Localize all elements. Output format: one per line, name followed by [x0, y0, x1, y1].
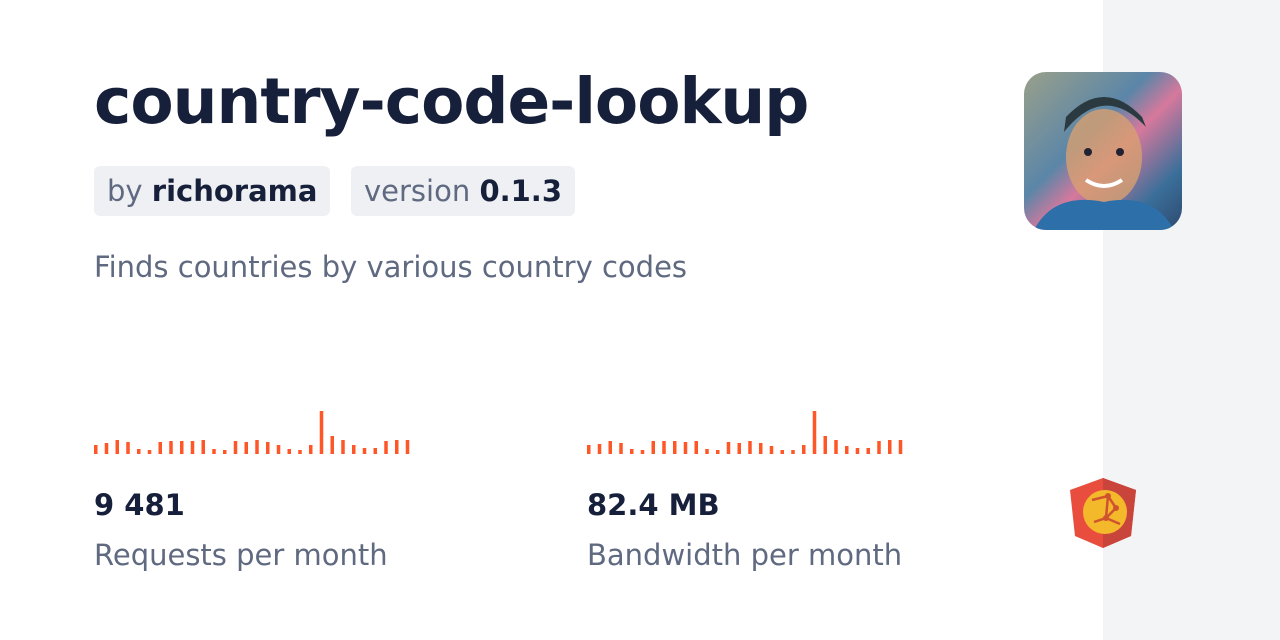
sparkline-bar	[104, 443, 109, 454]
sparkline-bar	[726, 442, 731, 454]
sparkline-bar	[640, 450, 645, 454]
sparkline-bar	[619, 443, 623, 454]
sparkline-bar	[866, 448, 870, 454]
sparkline-bar	[845, 446, 849, 454]
sparkline-bar	[395, 440, 399, 454]
sparkline-bar	[126, 442, 130, 454]
avatar-face-icon	[1034, 97, 1174, 230]
sparkline-bar	[223, 450, 227, 454]
requests-value: 9 481	[94, 488, 185, 522]
author-prefix: by	[107, 174, 143, 208]
bandwidth-value: 82.4 MB	[587, 488, 720, 522]
sparkline-bar	[683, 442, 688, 454]
sparkline-bar	[780, 450, 784, 454]
sparkline-bar	[651, 441, 655, 454]
sparkline-bar	[673, 441, 677, 454]
sparkline-bar	[147, 450, 152, 454]
sparkline-bar	[233, 441, 238, 454]
sparkline-bar	[190, 441, 195, 454]
author-avatar	[1024, 72, 1182, 230]
sparkline-bar	[362, 448, 367, 454]
sparkline-bar	[855, 448, 860, 454]
sparkline-bar	[244, 442, 248, 454]
sparkline-bar	[597, 444, 602, 454]
requests-label: Requests per month	[94, 538, 388, 572]
sparkline-bar	[769, 446, 774, 454]
sparkline-bar	[276, 445, 281, 454]
sparkline-bar	[759, 443, 763, 454]
sparkline-bar	[802, 445, 806, 454]
sparkline-bar	[587, 445, 591, 454]
sparkline-bar	[705, 449, 709, 454]
sparkline-bar	[309, 445, 313, 454]
sparkline-bar	[888, 440, 892, 454]
sparkline-bar	[255, 440, 259, 454]
sparkline-bar	[384, 441, 388, 454]
sparkline-bar	[169, 441, 173, 454]
sparkline-bar	[877, 441, 881, 454]
sparkline-bar	[137, 449, 141, 454]
sparkline-bar	[266, 442, 270, 454]
sparkline-bar	[158, 442, 162, 454]
sparkline-bar	[180, 441, 184, 454]
sparkline-bar	[115, 440, 119, 454]
sparkline-bar	[212, 449, 216, 454]
sparkline-bar	[330, 436, 334, 454]
sparkline-bar	[748, 441, 752, 454]
sparkline-bar	[898, 440, 903, 454]
sparkline-bar	[298, 450, 302, 454]
sparkline-bar	[608, 441, 612, 454]
bandwidth-label: Bandwidth per month	[587, 538, 903, 572]
sparkline-bar	[716, 450, 720, 454]
version-prefix: version	[364, 174, 471, 208]
sparkline-bar	[319, 411, 324, 454]
version-number: 0.1.3	[479, 174, 563, 208]
sparkline-bar	[630, 449, 634, 454]
version-badge: version 0.1.3	[351, 166, 576, 216]
sparkline-bar	[341, 440, 345, 454]
sparkline-bar	[812, 411, 817, 454]
sparkline-bar	[352, 445, 356, 454]
sparkline-bar	[405, 440, 410, 454]
sparkline-bar	[94, 445, 98, 454]
package-description: Finds countries by various country codes	[94, 250, 688, 284]
author-name: richorama	[151, 174, 318, 208]
bandwidth-sparkline	[587, 411, 903, 454]
sparkline-bar	[791, 450, 795, 454]
sparkline-bar	[287, 449, 291, 454]
sparkline-bar	[201, 440, 205, 454]
sparkline-bar	[373, 448, 377, 454]
author-badge[interactable]: by richorama	[94, 166, 331, 216]
sparkline-bar	[834, 440, 838, 454]
requests-sparkline	[94, 411, 410, 454]
sparkline-bar	[694, 441, 698, 454]
jsdelivr-logo-icon	[1070, 478, 1136, 548]
sparkline-bar	[662, 441, 666, 454]
package-title: country-code-lookup	[94, 65, 809, 138]
sparkline-bar	[737, 443, 741, 454]
sparkline-bar	[823, 436, 827, 454]
